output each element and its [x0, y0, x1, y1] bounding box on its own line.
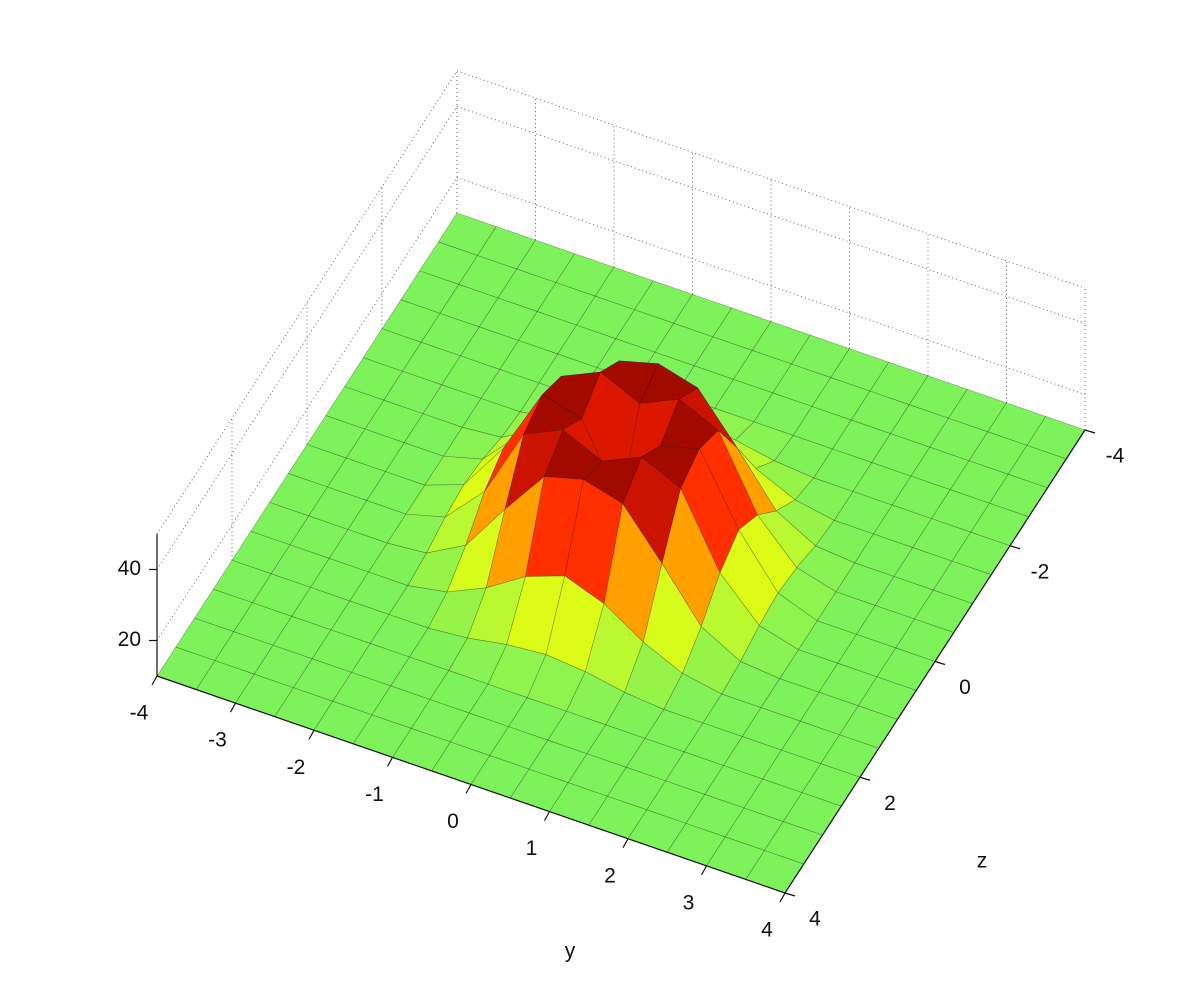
y-tick-label: 0	[959, 676, 971, 699]
y-tick	[1084, 429, 1096, 434]
box-edge	[456, 70, 1086, 289]
y-tick	[859, 776, 871, 781]
y-axis-label: z	[977, 850, 988, 873]
x-tick-label: -2	[287, 756, 306, 779]
x-tick-label: -4	[130, 702, 149, 725]
y-tick-label: 4	[809, 908, 821, 931]
x-tick	[151, 675, 158, 686]
x-axis-label: y	[565, 940, 576, 963]
x-tick-label: 0	[447, 810, 459, 833]
x-tick	[465, 784, 472, 794]
grid-line	[456, 177, 1086, 395]
y-tick-label: -2	[1031, 560, 1050, 583]
x-tick	[779, 892, 786, 903]
x-tick	[700, 865, 708, 876]
x-tick	[386, 757, 394, 767]
x-tick	[543, 811, 551, 821]
y-tick	[1009, 545, 1021, 550]
y-tick-label: 2	[884, 792, 896, 815]
y-tick-label: -4	[1106, 445, 1125, 468]
y-tick	[934, 660, 946, 666]
grid-line	[456, 106, 1086, 324]
z-tick-label: 20	[118, 628, 141, 651]
x-tick-label: 3	[683, 891, 695, 914]
x-tick-label: 4	[761, 919, 773, 942]
x-tick	[622, 838, 629, 849]
x-tick-label: 2	[604, 864, 616, 887]
z-tick-label: 40	[118, 557, 141, 580]
x-tick-label: -1	[365, 783, 384, 806]
x-tick	[308, 729, 315, 740]
x-tick	[229, 702, 237, 713]
x-tick-label: -3	[208, 729, 227, 752]
x-tick-label: 1	[526, 837, 538, 860]
y-tick	[784, 892, 796, 897]
